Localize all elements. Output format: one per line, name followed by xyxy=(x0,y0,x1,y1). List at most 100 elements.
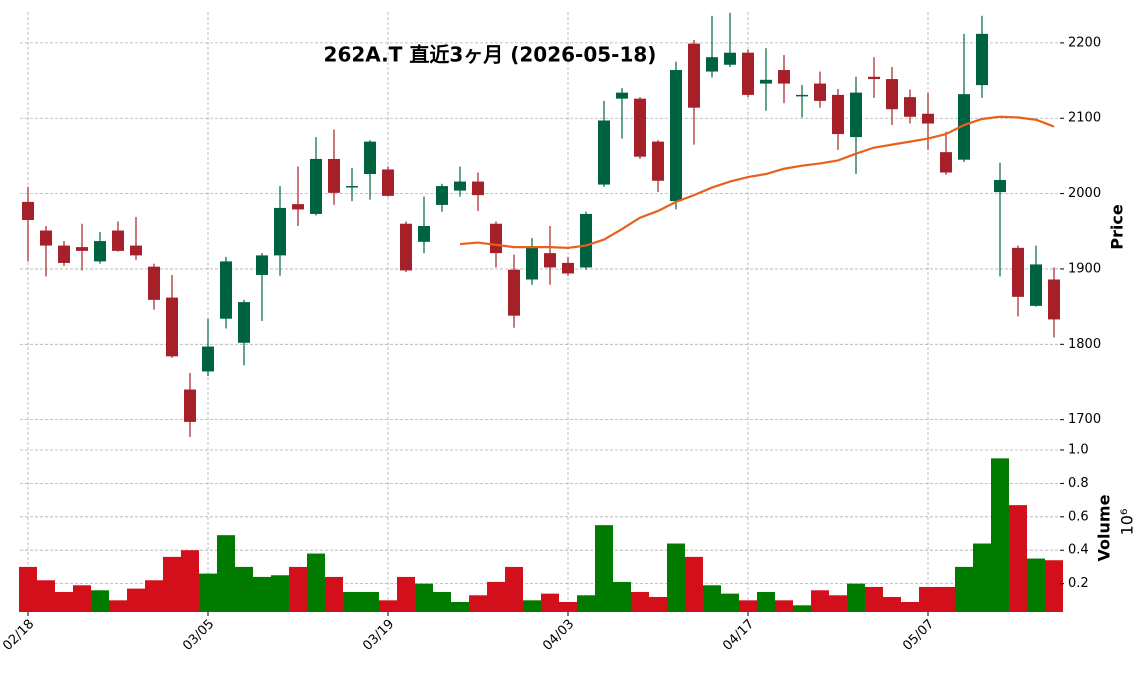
candle-body xyxy=(382,169,394,196)
x-tick-label: 02/18 xyxy=(0,617,37,654)
candle-body xyxy=(184,389,196,422)
y-tick-label: 2100 xyxy=(1068,111,1101,126)
volume-bar xyxy=(145,580,163,612)
volume-bar xyxy=(415,583,433,612)
candle-body xyxy=(634,98,646,157)
volume-bar xyxy=(991,458,1009,612)
candle-body xyxy=(310,158,322,214)
candle-body xyxy=(904,97,916,117)
volume-bar xyxy=(955,566,973,612)
candle-body xyxy=(526,247,538,280)
candle-body xyxy=(274,207,286,256)
volume-bar xyxy=(487,581,505,612)
candle-body xyxy=(166,297,178,357)
candle-body xyxy=(832,94,844,135)
volume-bar xyxy=(721,593,739,612)
volume-bar xyxy=(469,595,487,612)
candle-body xyxy=(724,52,736,65)
volume-bar xyxy=(793,605,811,612)
volume-bar xyxy=(19,566,37,612)
volume-bar xyxy=(1009,505,1027,612)
volume-bar xyxy=(37,580,55,612)
volume-bar xyxy=(253,576,271,612)
volume-bar xyxy=(343,591,361,612)
candle-body xyxy=(994,180,1006,193)
y-tick-label: 0.6 xyxy=(1068,509,1089,524)
candle-body xyxy=(364,141,376,175)
candle-body xyxy=(58,245,70,263)
volume-bar xyxy=(919,586,937,612)
volume-bar xyxy=(703,585,721,612)
volume-bar xyxy=(163,556,181,612)
candle-body xyxy=(616,92,628,99)
y-tick-label: 0.4 xyxy=(1068,543,1089,558)
candle-body xyxy=(292,204,304,210)
x-tick-label: 04/03 xyxy=(540,617,577,654)
y-tick-label: 1800 xyxy=(1068,337,1101,352)
candle-body xyxy=(76,247,88,251)
candle-body xyxy=(400,223,412,271)
y-tick-label: 1.0 xyxy=(1068,443,1089,458)
candle-body xyxy=(220,261,232,319)
candle-body xyxy=(940,152,952,173)
volume-bar xyxy=(271,575,289,612)
candle-body xyxy=(454,181,466,191)
candle-body xyxy=(670,70,682,202)
volume-bar xyxy=(433,591,451,612)
candle-body xyxy=(22,201,34,220)
volume-bar xyxy=(685,556,703,612)
candle-body xyxy=(742,52,754,95)
volume-bar xyxy=(91,590,109,612)
volume-bar xyxy=(973,543,991,612)
volume-bar xyxy=(289,566,307,612)
volume-bar xyxy=(361,591,379,612)
candle-body xyxy=(706,57,718,72)
volume-bar xyxy=(451,601,469,612)
volume-bar xyxy=(901,601,919,612)
candle-body xyxy=(850,92,862,138)
volume-bar xyxy=(865,586,883,612)
candle-body xyxy=(814,83,826,101)
volume-bar xyxy=(559,601,577,612)
volume-bar xyxy=(775,600,793,612)
volume-bar xyxy=(181,550,199,612)
volume-bar xyxy=(379,600,397,612)
candle-body xyxy=(112,230,124,251)
candle-body xyxy=(760,79,772,84)
candle-body xyxy=(472,181,484,196)
candle-body xyxy=(778,70,790,84)
candle-body xyxy=(652,141,664,181)
x-tick-label: 03/05 xyxy=(180,617,217,654)
volume-bar xyxy=(307,553,325,612)
candle-body xyxy=(418,226,430,242)
volume-bar xyxy=(73,585,91,612)
volume-bar xyxy=(631,591,649,612)
candle-body xyxy=(1030,264,1042,306)
volume-bar xyxy=(109,600,127,612)
candle-body xyxy=(562,262,574,274)
volume-bar xyxy=(649,596,667,612)
volume-bar xyxy=(739,600,757,612)
volume-bar xyxy=(217,535,235,612)
candle-body xyxy=(436,186,448,205)
volume-bar xyxy=(757,591,775,612)
x-tick-label: 04/17 xyxy=(720,617,757,654)
volume-bar xyxy=(883,596,901,612)
x-tick-label: 03/19 xyxy=(360,617,397,654)
candle-body xyxy=(886,79,898,110)
volume-bar xyxy=(199,573,217,612)
candle-body xyxy=(598,120,610,185)
candle-body xyxy=(958,94,970,160)
candle-body xyxy=(238,302,250,343)
candle-body xyxy=(688,43,700,108)
volume-bar xyxy=(523,600,541,612)
volume-bar xyxy=(667,543,685,612)
candle-body xyxy=(94,241,106,262)
volume-axis-label: Volume xyxy=(1095,494,1114,561)
y-tick-label: 1700 xyxy=(1068,412,1101,427)
volume-bar xyxy=(577,595,595,612)
volume-bar xyxy=(829,595,847,612)
volume-bar xyxy=(55,591,73,612)
candle-body xyxy=(976,33,988,86)
